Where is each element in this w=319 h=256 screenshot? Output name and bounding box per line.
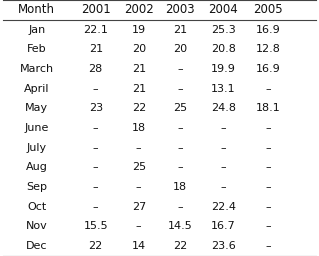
Text: 13.1: 13.1 [211,84,236,94]
Text: –: – [265,162,271,172]
Text: 22.4: 22.4 [211,202,236,212]
Text: Sep: Sep [26,182,47,192]
Text: –: – [93,182,99,192]
Text: 16.9: 16.9 [256,25,280,35]
Text: 24.8: 24.8 [211,103,236,113]
Text: –: – [265,221,271,231]
Text: –: – [265,202,271,212]
Text: 15.5: 15.5 [83,221,108,231]
Text: –: – [177,123,183,133]
Text: 20: 20 [173,44,187,54]
Text: 2001: 2001 [81,3,111,16]
Text: 16.7: 16.7 [211,221,236,231]
Text: 14.5: 14.5 [168,221,193,231]
Text: 21: 21 [173,25,187,35]
Text: –: – [177,84,183,94]
Text: –: – [177,162,183,172]
Text: 19.9: 19.9 [211,64,236,74]
Text: 14: 14 [132,241,146,251]
Text: 2004: 2004 [208,3,238,16]
Text: 25.3: 25.3 [211,25,236,35]
Text: 2002: 2002 [124,3,154,16]
Text: 22: 22 [89,241,103,251]
Text: 2005: 2005 [253,3,283,16]
Text: 16.9: 16.9 [256,64,280,74]
Text: –: – [93,162,99,172]
Text: 12.8: 12.8 [256,44,280,54]
Text: 27: 27 [132,202,146,212]
Text: –: – [136,143,142,153]
Text: April: April [24,84,49,94]
Text: –: – [220,123,226,133]
Text: 18: 18 [132,123,146,133]
Text: –: – [136,221,142,231]
Text: –: – [265,241,271,251]
Text: 28: 28 [89,64,103,74]
Text: –: – [220,182,226,192]
Text: 22.1: 22.1 [83,25,108,35]
Text: 18: 18 [173,182,187,192]
Text: Feb: Feb [27,44,47,54]
Text: 20.8: 20.8 [211,44,236,54]
Text: 22: 22 [173,241,187,251]
Text: 23.6: 23.6 [211,241,236,251]
Text: March: March [20,64,54,74]
Text: –: – [265,182,271,192]
Text: –: – [265,143,271,153]
Text: Dec: Dec [26,241,48,251]
Text: July: July [26,143,47,153]
Text: –: – [136,182,142,192]
Text: –: – [220,162,226,172]
Text: 18.1: 18.1 [256,103,280,113]
Text: Nov: Nov [26,221,48,231]
Text: –: – [93,143,99,153]
Text: 22: 22 [132,103,146,113]
Text: 20: 20 [132,44,146,54]
Text: –: – [265,123,271,133]
Text: 25: 25 [132,162,146,172]
Text: Oct: Oct [27,202,46,212]
Text: –: – [220,143,226,153]
Text: June: June [25,123,49,133]
Text: 25: 25 [173,103,187,113]
Text: 23: 23 [89,103,103,113]
Text: –: – [93,84,99,94]
Text: 19: 19 [132,25,146,35]
Text: Aug: Aug [26,162,48,172]
Text: –: – [177,64,183,74]
Text: Jan: Jan [28,25,45,35]
Text: May: May [25,103,48,113]
Text: 2003: 2003 [166,3,195,16]
Text: Month: Month [18,3,55,16]
Text: –: – [93,123,99,133]
Text: 21: 21 [132,64,146,74]
Text: –: – [177,202,183,212]
Text: –: – [177,143,183,153]
Text: 21: 21 [89,44,103,54]
Text: 21: 21 [132,84,146,94]
Text: –: – [93,202,99,212]
Text: –: – [265,84,271,94]
